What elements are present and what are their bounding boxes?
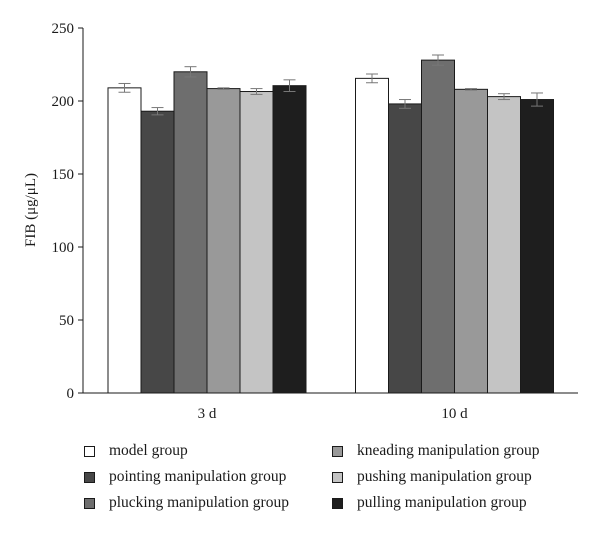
- bar: [140, 110, 175, 394]
- legend-label: kneading manipulation group: [357, 442, 540, 459]
- legend-label: model group: [109, 442, 188, 459]
- y-tick-label: 50: [59, 313, 74, 329]
- legend-swatch: [84, 471, 95, 483]
- legend-swatch: [332, 445, 343, 457]
- legend: model group kneading manipulation group …: [84, 441, 584, 513]
- legend-label: plucking manipulation group: [109, 494, 289, 511]
- bar-chart: 0 50 100 150 200 250 3 d 10 d FIB (μg/μL): [23, 21, 578, 422]
- legend-label: pushing manipulation group: [357, 468, 532, 485]
- y-axis-ticks: 0 50 100 150 200 250: [52, 21, 83, 402]
- legend-item: pulling manipulation group: [332, 493, 584, 513]
- legend-swatch: [84, 445, 95, 457]
- bar: [272, 85, 307, 394]
- bar: [239, 91, 274, 394]
- legend-swatch: [84, 497, 95, 509]
- bar: [487, 96, 521, 394]
- x-axis-labels: 3 d 10 d: [198, 406, 469, 422]
- bar: [206, 88, 241, 394]
- y-tick-label: 200: [52, 94, 75, 110]
- bars: [107, 59, 554, 394]
- legend-item: model group: [84, 441, 332, 461]
- y-tick-label: 0: [67, 386, 75, 402]
- error-bars: [118, 54, 543, 116]
- bar: [355, 77, 389, 394]
- legend-item: kneading manipulation group: [332, 441, 584, 461]
- legend-item: pushing manipulation group: [332, 467, 584, 487]
- x-tick-label: 10 d: [441, 406, 468, 422]
- y-axis-title: FIB (μg/μL): [23, 173, 39, 247]
- y-tick-label: 250: [52, 21, 75, 37]
- x-tick-label: 3 d: [198, 406, 217, 422]
- legend-label: pulling manipulation group: [357, 494, 527, 511]
- bar: [520, 99, 554, 394]
- y-tick-label: 150: [52, 167, 75, 183]
- y-tick-label: 100: [52, 240, 75, 256]
- legend-swatch: [332, 471, 343, 483]
- legend-item: pointing manipulation group: [84, 467, 332, 487]
- bar: [173, 71, 208, 394]
- legend-swatch: [332, 497, 343, 509]
- axes: [82, 28, 578, 394]
- bar: [454, 88, 488, 394]
- legend-item: plucking manipulation group: [84, 493, 332, 513]
- bar: [388, 103, 422, 394]
- bar: [107, 87, 142, 394]
- legend-label: pointing manipulation group: [109, 468, 287, 485]
- bar: [421, 59, 455, 394]
